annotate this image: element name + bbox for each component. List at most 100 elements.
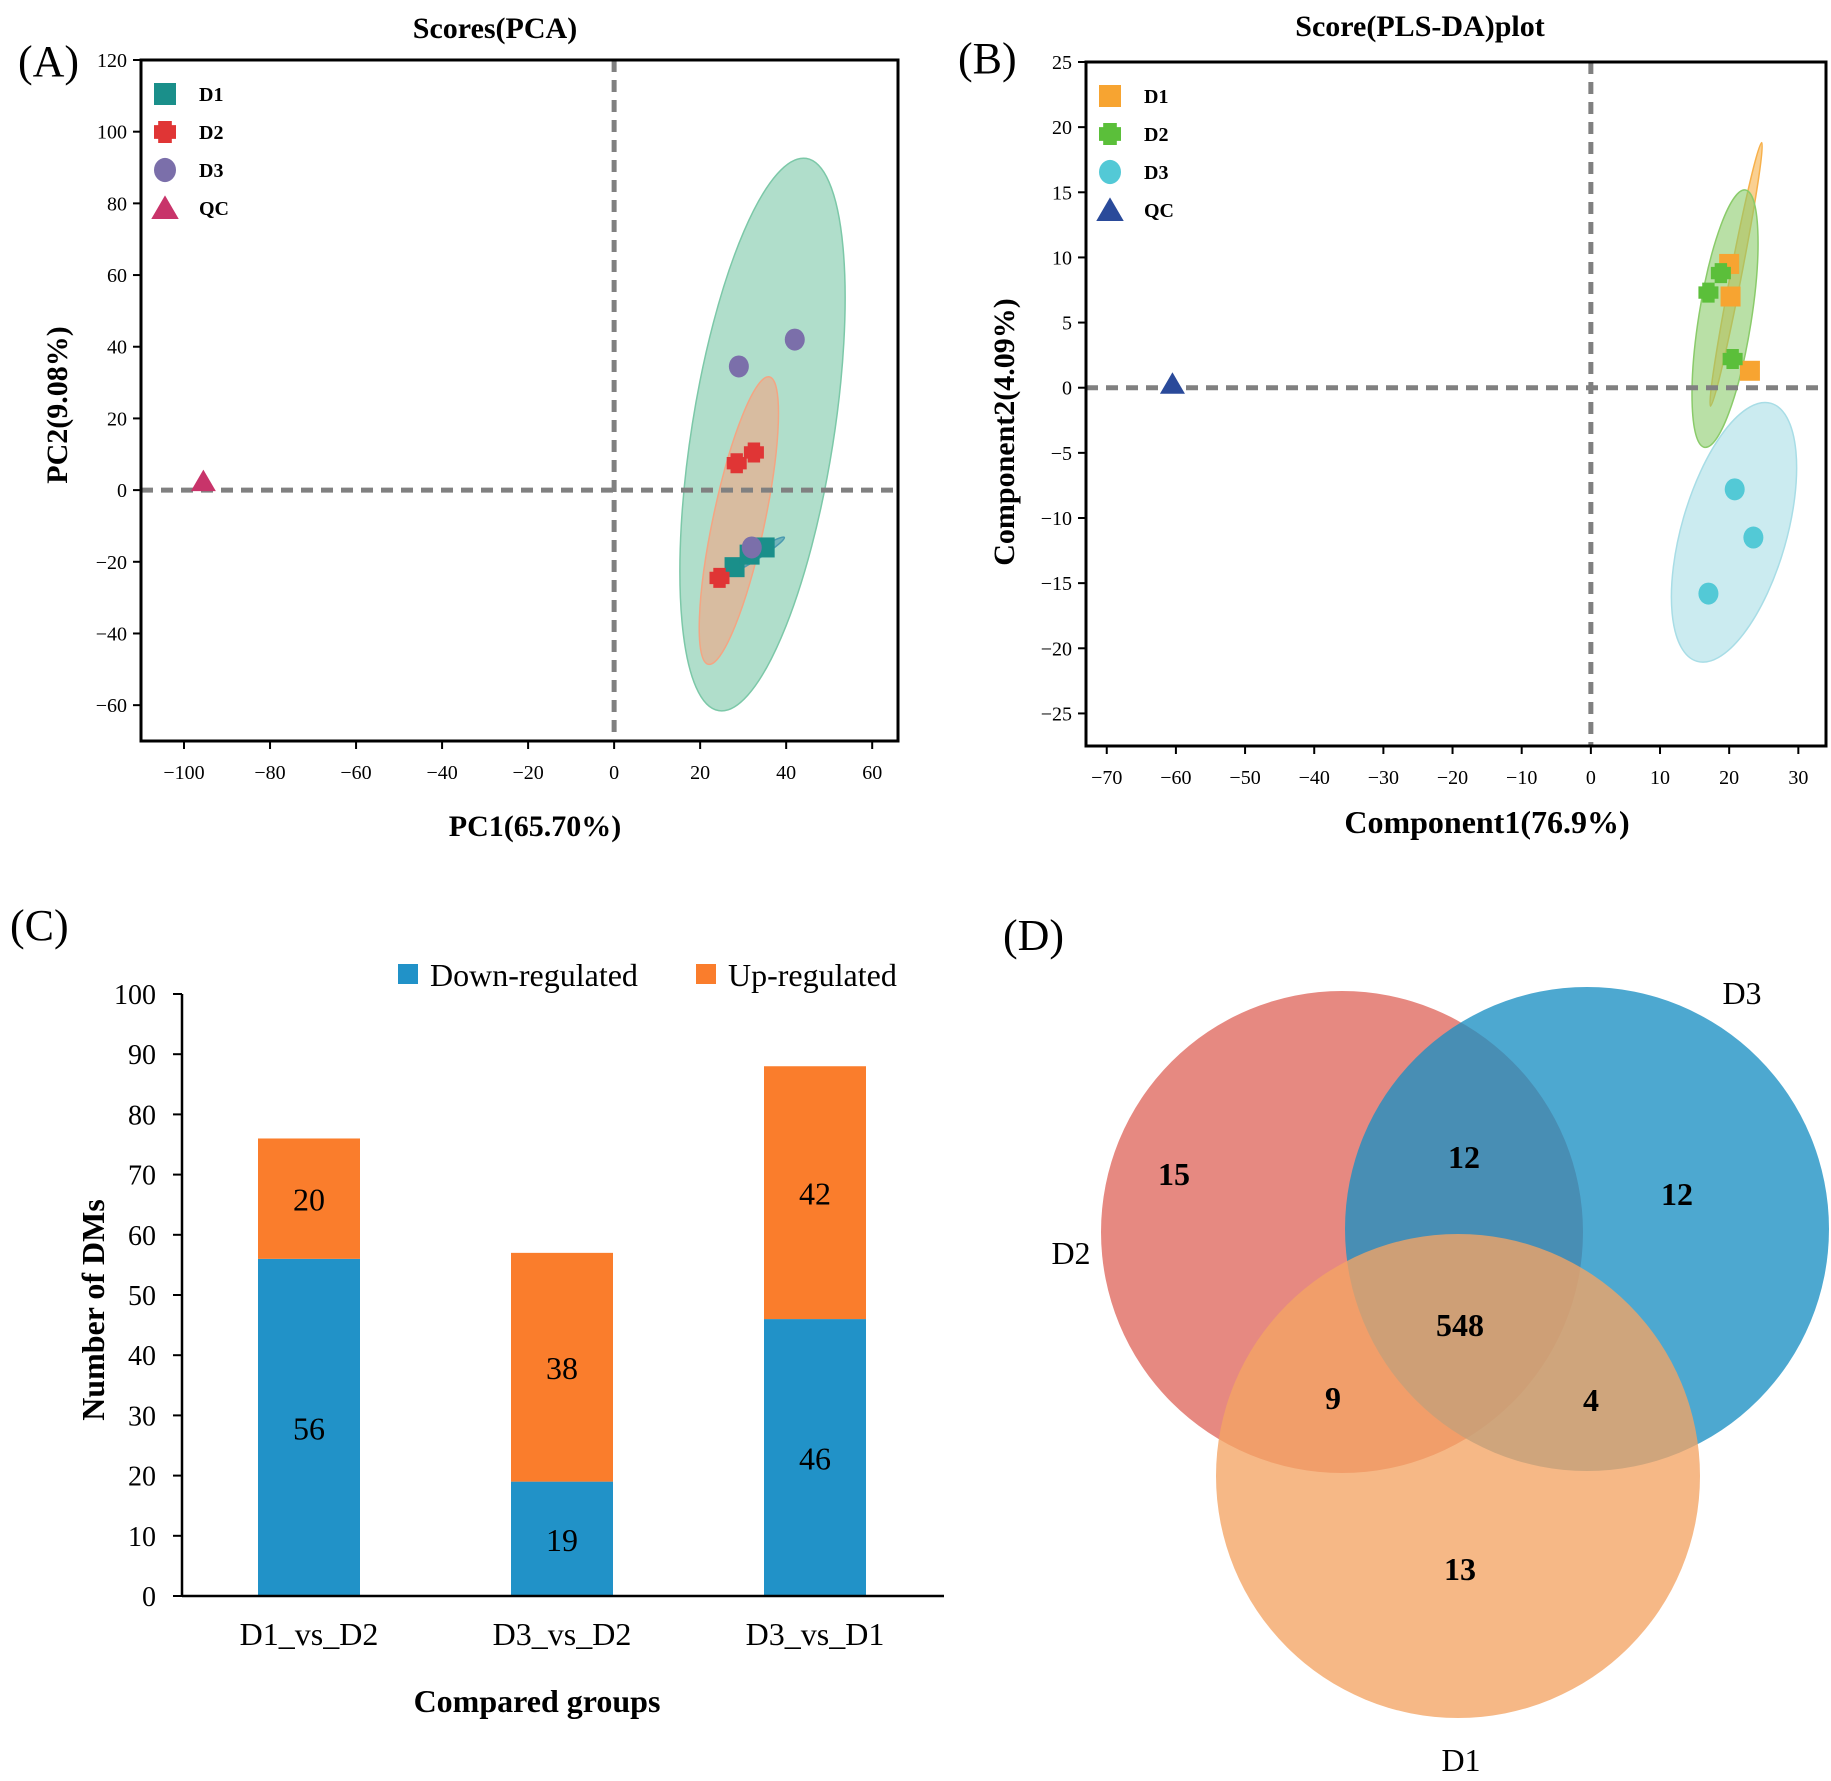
- y-tick-label: 40: [128, 1341, 156, 1372]
- bar-value-label: 20: [293, 1182, 325, 1218]
- legend-marker-d1: [154, 83, 176, 105]
- plot-frame: [1084, 60, 1828, 748]
- x-tick-label: 10: [1650, 767, 1670, 789]
- point-d2-1: [1710, 263, 1731, 284]
- panel-b-title: Score(PLS-DA)plot: [1295, 10, 1544, 43]
- x-tick-label: −100: [163, 762, 204, 784]
- y-tick-label: 50: [128, 1281, 156, 1312]
- y-tick-label: 20: [1052, 117, 1072, 139]
- bar-value-label: 46: [799, 1441, 831, 1477]
- x-tick-label: −20: [512, 762, 543, 784]
- bar-down-regulated-d3_vs_d1: [764, 1319, 866, 1596]
- point-d3-1: [728, 355, 749, 378]
- panel-c-xlabel: Compared groups: [414, 1683, 661, 1719]
- y-tick-label: 60: [107, 265, 127, 287]
- x-category-label: D1_vs_D2: [240, 1616, 379, 1652]
- panel-d-venn: (D) D2 D3 D1 15 12 13 12 9 4 548: [1003, 911, 1829, 1778]
- panel-a-plot-area: −100 −80 −60 −40 −20 0 20 40 60 120 100 80 60 40 20 0 −2…: [96, 50, 900, 784]
- point-d2-3: [1722, 349, 1743, 370]
- y-tick-label: 15: [1052, 182, 1072, 204]
- legend-marker-qc: [151, 195, 179, 219]
- panel-b-xlabel: Component1(76.9%): [1344, 804, 1629, 840]
- y-tick-label: 5: [1062, 313, 1072, 335]
- y-tick-label: 80: [128, 1100, 156, 1131]
- y-tick-label: −25: [1041, 703, 1072, 725]
- bar-value-label: 19: [546, 1522, 578, 1558]
- panel-c-ylabel: Number of DMs: [75, 1199, 111, 1421]
- panel-a-xlabel: PC1(65.70%): [449, 810, 621, 843]
- legend-label-up-regulated: Up-regulated: [728, 957, 897, 993]
- point-d2-2: [1698, 282, 1719, 303]
- x-tick-label: −80: [254, 762, 285, 784]
- venn-count-d2-d3: 12: [1448, 1139, 1480, 1175]
- legend-label-d1: D1: [199, 84, 223, 106]
- x-tick-label: 20: [690, 762, 710, 784]
- panel-b-ylabel: Component2(4.09%): [988, 298, 1021, 566]
- y-tick-label: 30: [128, 1401, 156, 1432]
- bar-up-regulated-d3_vs_d1: [764, 1066, 866, 1320]
- point-d1-3: [1739, 360, 1760, 381]
- legend-marker-d2: [154, 121, 176, 143]
- bar-value-label: 56: [293, 1410, 325, 1446]
- x-tick-label: 0: [609, 762, 619, 784]
- venn-set-label-d1: D1: [1441, 1742, 1480, 1778]
- legend-marker-d3: [154, 157, 176, 183]
- confidence-ellipse-d2: [1691, 189, 1759, 449]
- x-tick-label: −40: [426, 762, 457, 784]
- y-tick-label: −60: [96, 695, 127, 717]
- x-tick-label: −60: [340, 762, 371, 784]
- x-tick-label: −70: [1091, 767, 1122, 789]
- panel-b-plsda: (B) Score(PLS-DA)plot Component1(76.9%) …: [958, 10, 1828, 840]
- y-tick-label: 20: [128, 1462, 156, 1493]
- point-d3-1: [1724, 478, 1745, 501]
- venn-set-label-d3: D3: [1722, 975, 1761, 1011]
- legend-label-d2: D2: [1144, 124, 1168, 146]
- y-tick-label: 40: [107, 337, 127, 359]
- x-tick-label: −30: [1368, 767, 1399, 789]
- y-tick-label: 20: [107, 408, 127, 430]
- x-category-label: D3_vs_D1: [746, 1616, 885, 1652]
- y-tick-label: −40: [96, 623, 127, 645]
- venn-count-d1-d2-d3: 548: [1436, 1307, 1484, 1343]
- point-d2-2: [743, 442, 764, 463]
- venn-count-d2-d1: 9: [1325, 1380, 1341, 1416]
- panel-d-venn-area: D2 D3 D1 15 12 13 12 9 4 548: [1051, 975, 1829, 1778]
- y-tick-label: −15: [1041, 573, 1072, 595]
- confidence-ellipse-d3: [1670, 401, 1798, 663]
- point-d1-2: [1720, 286, 1741, 307]
- x-category-label: D3_vs_D2: [493, 1616, 632, 1652]
- panel-c-label: (C): [10, 901, 69, 950]
- point-d2-1: [726, 453, 747, 474]
- y-tick-label: 100: [114, 980, 156, 1011]
- legend-swatch-up-regulated: [696, 964, 716, 984]
- venn-count-d3-d1: 4: [1583, 1382, 1599, 1418]
- panel-a-ylabel: PC2(9.08%): [41, 326, 74, 483]
- legend-label-d2: D2: [199, 122, 223, 144]
- legend-swatch-down-regulated: [398, 964, 418, 984]
- y-tick-label: 90: [128, 1040, 156, 1071]
- y-tick-label: 80: [107, 193, 127, 215]
- legend-marker-qc: [1096, 197, 1124, 221]
- x-tick-label: 60: [862, 762, 882, 784]
- venn-count-d1-only: 13: [1444, 1551, 1476, 1587]
- x-tick-label: 40: [776, 762, 796, 784]
- legend-marker-d2: [1099, 123, 1122, 145]
- point-d3-2: [1743, 526, 1764, 549]
- x-tick-label: −60: [1160, 767, 1191, 789]
- legend-label-d3: D3: [1144, 162, 1168, 184]
- panel-a-title: Scores(PCA): [413, 12, 577, 45]
- plot-frame: [139, 58, 900, 743]
- legend-label-d1: D1: [1144, 86, 1168, 108]
- y-tick-label: 10: [1052, 247, 1072, 269]
- point-d3-3: [1698, 582, 1719, 605]
- bar-up-regulated-d3_vs_d2: [511, 1252, 613, 1482]
- point-qc-1: [1159, 372, 1185, 394]
- point-d2-3: [709, 567, 730, 588]
- panel-b-plot-area: −70 −60 −50 −40 −30 −20 −10 0 10 20 30 25 20 15 10 5 0 −5…: [1041, 52, 1828, 789]
- point-d1-1: [724, 557, 745, 578]
- x-tick-label: −50: [1229, 767, 1260, 789]
- y-tick-label: 70: [128, 1161, 156, 1192]
- panel-b-label: (B): [958, 34, 1017, 83]
- bar-up-regulated-d1_vs_d2: [258, 1138, 360, 1259]
- legend-marker-d1: [1099, 85, 1121, 107]
